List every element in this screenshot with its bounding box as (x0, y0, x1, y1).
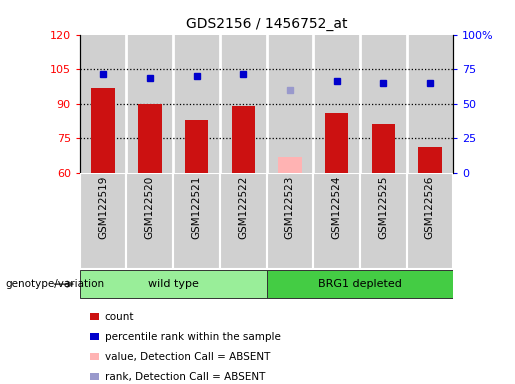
Bar (418, 147, 441, 173)
Bar (232, 106, 255, 173)
Bar (80, 270, 267, 298)
Text: GSM122526: GSM122526 (425, 176, 435, 239)
Bar (127, 173, 173, 269)
Bar (406, 173, 453, 269)
Text: GSM122519: GSM122519 (98, 176, 108, 239)
Bar (127, 35, 173, 173)
Bar (173, 35, 220, 173)
Bar (138, 104, 162, 173)
Text: value, Detection Call = ABSENT: value, Detection Call = ABSENT (105, 352, 270, 362)
Text: wild type: wild type (148, 279, 199, 289)
Bar (267, 35, 313, 173)
Text: BRG1 depleted: BRG1 depleted (318, 279, 402, 289)
Text: percentile rank within the sample: percentile rank within the sample (105, 332, 281, 342)
Bar (267, 173, 313, 269)
Bar (220, 173, 267, 269)
Text: GSM122523: GSM122523 (285, 176, 295, 239)
Text: GSM122525: GSM122525 (378, 176, 388, 239)
Title: GDS2156 / 1456752_at: GDS2156 / 1456752_at (186, 17, 347, 31)
Bar (313, 35, 360, 173)
Bar (371, 124, 395, 173)
Bar (173, 173, 220, 269)
Text: GSM122522: GSM122522 (238, 176, 248, 239)
Bar (220, 35, 267, 173)
Text: GSM122524: GSM122524 (332, 176, 341, 239)
Bar (185, 120, 208, 173)
Bar (267, 270, 453, 298)
Bar (406, 35, 453, 173)
Text: genotype/variation: genotype/variation (5, 279, 104, 289)
Bar (278, 157, 301, 173)
Bar (313, 173, 360, 269)
Bar (360, 173, 406, 269)
Bar (80, 35, 127, 173)
Bar (92, 88, 115, 173)
Text: count: count (105, 312, 134, 322)
Text: GSM122520: GSM122520 (145, 176, 155, 239)
Bar (360, 35, 406, 173)
Text: rank, Detection Call = ABSENT: rank, Detection Call = ABSENT (105, 372, 265, 382)
Bar (80, 173, 127, 269)
Text: GSM122521: GSM122521 (192, 176, 201, 239)
Bar (325, 113, 348, 173)
